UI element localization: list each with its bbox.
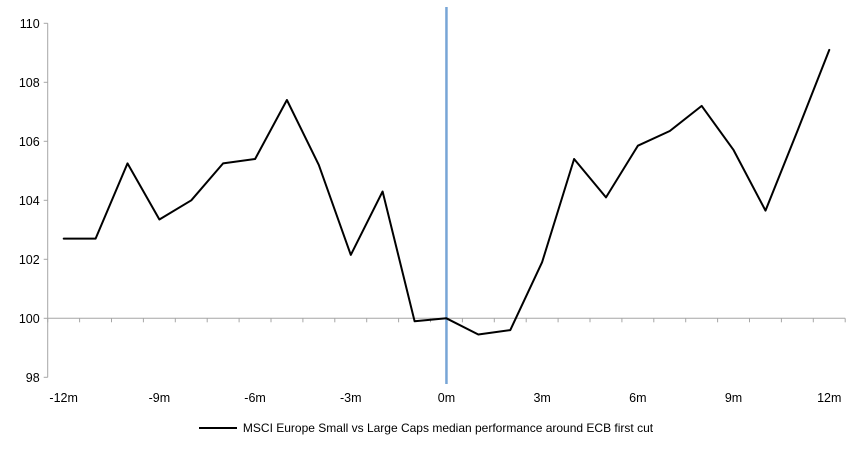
legend-line-marker bbox=[198, 427, 237, 429]
x-tick-label: 9m bbox=[725, 391, 742, 405]
legend: MSCI Europe Small vs Large Caps median p… bbox=[0, 421, 852, 435]
y-tick-label: 110 bbox=[20, 17, 40, 31]
x-tick-label: 0m bbox=[438, 391, 455, 405]
line-chart-canvas: 98 100 102 104 106 108 110 -12m -9m -6m -3m 0m 3m 6m 9… bbox=[19, 7, 846, 405]
y-tick-label: 100 bbox=[19, 312, 40, 326]
x-tick-label: -9m bbox=[149, 391, 171, 405]
x-tick-label: 3m bbox=[533, 391, 550, 405]
x-tick-label: 6m bbox=[629, 391, 646, 405]
y-tick-label: 104 bbox=[19, 194, 40, 208]
y-tick-label: 98 bbox=[26, 371, 40, 385]
y-tick-label: 108 bbox=[19, 76, 40, 90]
series-line bbox=[62, 48, 831, 336]
x-tick-label: 12m bbox=[817, 391, 841, 405]
y-tick-label: 106 bbox=[19, 135, 40, 149]
x-tick-label: -12m bbox=[49, 391, 77, 405]
y-tick-label: 102 bbox=[19, 253, 40, 267]
legend-label: MSCI Europe Small vs Large Caps median p… bbox=[242, 421, 654, 435]
x-tick-label: -3m bbox=[340, 391, 362, 405]
x-tick-label: -6m bbox=[244, 391, 266, 405]
